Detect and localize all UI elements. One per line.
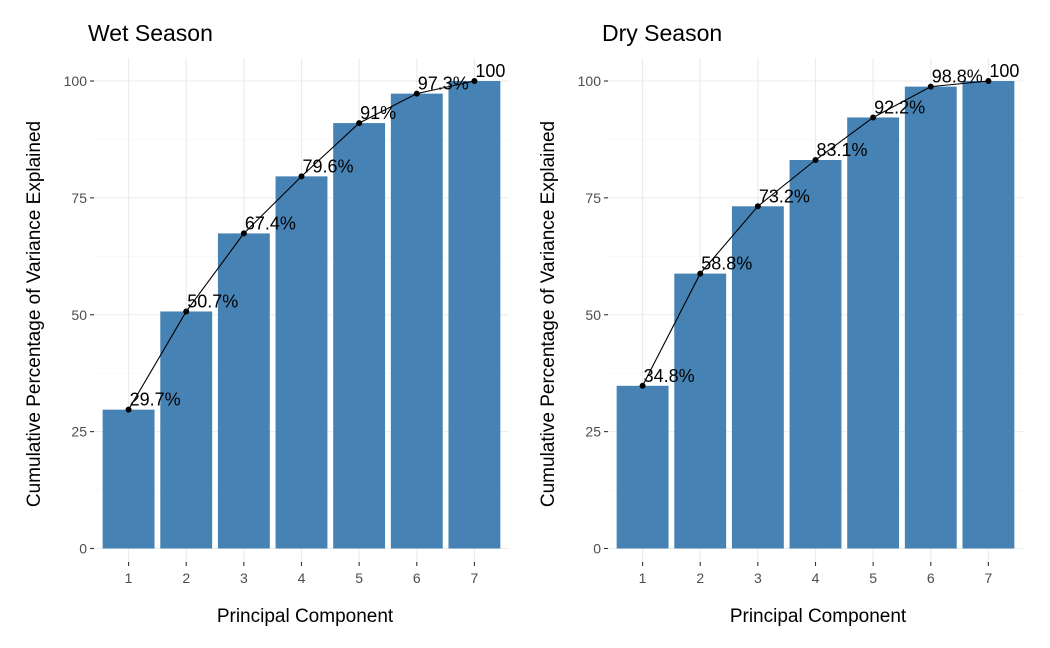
wet-season-y-tick-label: 0 xyxy=(79,541,87,557)
dry-season-data-label: 92.2% xyxy=(874,97,925,117)
dry-season-x-tick-label: 7 xyxy=(985,570,993,586)
wet-season-x-tick-label: 2 xyxy=(182,570,190,586)
wet-season-bar xyxy=(160,311,213,549)
dry-season-bar xyxy=(847,117,900,549)
dry-season-bar xyxy=(674,273,727,549)
wet-season-point xyxy=(298,173,305,180)
wet-season-bar xyxy=(333,123,386,549)
dry-season-bar xyxy=(904,86,957,549)
wet-season-y-tick-label: 25 xyxy=(71,424,87,440)
wet-season-x-tick-label: 4 xyxy=(298,570,306,586)
wet-season-x-tick-label: 5 xyxy=(355,570,363,586)
dry-season-point xyxy=(812,157,819,164)
wet-season-data-label: 67.4% xyxy=(245,213,296,233)
wet-season-bar xyxy=(390,93,443,549)
dry-season-data-label: 34.8% xyxy=(644,366,695,386)
wet-season-point xyxy=(413,90,420,97)
wet-season-x-tick-label: 1 xyxy=(125,570,133,586)
wet-season-y-axis-title: Cumulative Percentage of Variance Explai… xyxy=(24,121,45,507)
wet-season-point xyxy=(125,406,132,413)
wet-season-x-tick-label: 6 xyxy=(413,570,421,586)
dry-season-bar xyxy=(789,160,842,549)
dry-season-panel: Dry Season Principal Component Cumulativ… xyxy=(538,20,1023,627)
wet-season-x-tick-label: 7 xyxy=(471,570,479,586)
dry-season-x-tick-label: 4 xyxy=(812,570,820,586)
dry-season-x-tick-label: 5 xyxy=(869,570,877,586)
dry-season-point xyxy=(985,78,992,84)
dry-season-x-tick-label: 2 xyxy=(696,570,704,586)
wet-season-bar xyxy=(217,233,270,549)
dry-season-data-label: 98.8% xyxy=(932,67,983,87)
wet-season-data-label: 29.7% xyxy=(130,390,181,410)
dry-season-x-tick-label: 3 xyxy=(754,570,762,586)
dry-season-point xyxy=(697,270,704,277)
dry-season-point xyxy=(927,83,934,90)
wet-season-point xyxy=(183,308,190,315)
wet-season-data-label: 100 xyxy=(475,61,505,81)
dry-season-y-tick-label: 100 xyxy=(578,73,602,89)
dry-season-y-tick-label: 50 xyxy=(585,307,601,323)
wet-season-data-label: 97.3% xyxy=(418,74,469,94)
dry-season-y-axis-title: Cumulative Percentage of Variance Explai… xyxy=(538,121,559,507)
wet-season-point xyxy=(356,120,363,127)
dry-season-y-tick-label: 25 xyxy=(585,424,601,440)
wet-season-title: Wet Season xyxy=(88,20,213,46)
wet-season-bar xyxy=(102,409,155,549)
dry-season-point xyxy=(870,114,877,121)
dry-season-y-tick-label: 0 xyxy=(593,541,601,557)
dry-season-bar xyxy=(731,206,784,549)
wet-season-panel: Wet Season Principal Component Cumulativ… xyxy=(24,20,509,627)
dry-season-data-label: 100 xyxy=(989,61,1019,81)
wet-season-x-axis-title: Principal Component xyxy=(217,606,394,627)
dry-season-x-tick-label: 1 xyxy=(639,570,647,586)
dry-season-bar xyxy=(962,81,1015,549)
dry-season-title: Dry Season xyxy=(602,20,722,46)
wet-season-data-label: 79.6% xyxy=(303,156,354,176)
wet-season-data-label: 91% xyxy=(360,103,396,123)
wet-season-data-label: 50.7% xyxy=(187,291,238,311)
dry-season-bar xyxy=(616,385,669,549)
dry-season-data-label: 58.8% xyxy=(701,254,752,274)
dry-season-data-label: 83.1% xyxy=(817,140,868,160)
dry-season-point xyxy=(639,382,646,389)
wet-season-bar xyxy=(275,176,328,549)
wet-season-point xyxy=(471,78,478,84)
wet-season-y-tick-label: 50 xyxy=(71,307,87,323)
dry-season-point xyxy=(754,203,761,210)
wet-season-x-tick-label: 3 xyxy=(240,570,248,586)
dry-season-x-tick-label: 6 xyxy=(927,570,935,586)
dry-season-x-axis-title: Principal Component xyxy=(730,606,907,627)
wet-season-bar xyxy=(448,81,501,549)
dry-season-data-label: 73.2% xyxy=(759,186,810,206)
wet-season-y-tick-label: 100 xyxy=(64,73,88,89)
wet-season-point xyxy=(240,230,247,237)
dry-season-y-tick-label: 75 xyxy=(585,190,601,206)
wet-season-y-tick-label: 75 xyxy=(71,190,87,206)
